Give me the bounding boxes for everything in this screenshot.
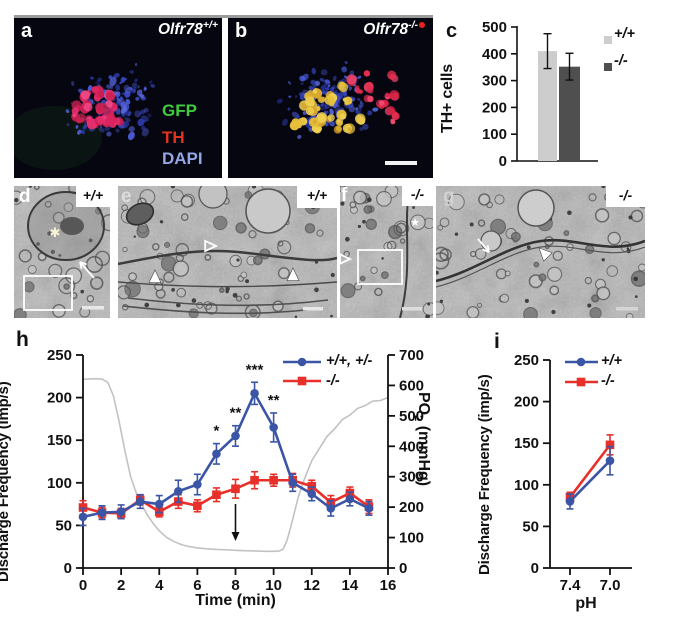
panel-h-x-axis-label: Time (min) bbox=[195, 592, 276, 609]
svg-text:0: 0 bbox=[499, 153, 507, 170]
svg-text:250: 250 bbox=[514, 352, 539, 369]
svg-text:6: 6 bbox=[193, 577, 201, 594]
channel-label-dapi: DAPI bbox=[162, 149, 203, 168]
svg-text:300: 300 bbox=[482, 73, 507, 90]
svg-text:500: 500 bbox=[399, 408, 424, 425]
svg-text:250: 250 bbox=[47, 347, 72, 364]
svg-text:400: 400 bbox=[399, 438, 424, 455]
svg-text:150: 150 bbox=[47, 432, 72, 449]
svg-text:100: 100 bbox=[399, 530, 424, 547]
svg-text:7.0: 7.0 bbox=[600, 577, 621, 594]
svg-text:2: 2 bbox=[117, 577, 125, 594]
panel-c-y-axis-label: TH+ cells bbox=[439, 64, 456, 133]
panel-e-em-image bbox=[118, 186, 337, 318]
panel-h-legend-ko: -/- bbox=[326, 373, 340, 389]
panel-f-genotype: -/- bbox=[410, 186, 425, 202]
gene-name: Olfr78 bbox=[158, 21, 203, 39]
svg-text:300: 300 bbox=[399, 469, 424, 486]
panel-h-legend-wt: +/+, +/- bbox=[326, 353, 373, 369]
svg-text:100: 100 bbox=[514, 477, 539, 494]
svg-text:**: ** bbox=[230, 405, 242, 422]
channel-label-th: TH bbox=[162, 128, 185, 147]
panel-a-fluorescence-image bbox=[14, 18, 222, 178]
svg-text:200: 200 bbox=[399, 499, 424, 516]
svg-text:0: 0 bbox=[531, 560, 539, 577]
panel-i-y-axis-label: Discharge Frequency (imp/s) bbox=[476, 374, 493, 576]
panel-e-letter: e bbox=[121, 186, 132, 207]
svg-text:14: 14 bbox=[342, 577, 359, 594]
svg-text:100: 100 bbox=[482, 126, 507, 143]
svg-text:50: 50 bbox=[522, 518, 539, 535]
svg-text:8: 8 bbox=[231, 577, 239, 594]
panel-i-legend-wt: +/+ bbox=[601, 353, 622, 369]
panel-a-genotype-title: Olfr78+/+ bbox=[110, 19, 218, 39]
svg-text:0: 0 bbox=[399, 560, 407, 577]
svg-text:4: 4 bbox=[155, 577, 164, 594]
genotype-superscript: +/+ bbox=[202, 19, 218, 31]
svg-text:150: 150 bbox=[514, 435, 539, 452]
panel-f-em-image: ★ bbox=[340, 186, 433, 318]
svg-text:16: 16 bbox=[380, 577, 397, 594]
panel-c-legend-ko: -/- bbox=[614, 53, 628, 69]
panel-b-genotype-title: Olfr78-/- bbox=[290, 19, 425, 39]
svg-text:0: 0 bbox=[79, 577, 87, 594]
panel-c-letter: c bbox=[446, 20, 458, 42]
svg-text:600: 600 bbox=[399, 377, 424, 394]
svg-text:0: 0 bbox=[64, 560, 72, 577]
svg-text:50: 50 bbox=[55, 517, 72, 534]
svg-text:200: 200 bbox=[514, 394, 539, 411]
channel-label-gfp: GFP bbox=[162, 101, 197, 120]
svg-text:400: 400 bbox=[482, 46, 507, 63]
svg-text:500: 500 bbox=[482, 19, 507, 36]
svg-text:100: 100 bbox=[47, 475, 72, 492]
svg-text:**: ** bbox=[268, 392, 280, 409]
svg-text:12: 12 bbox=[303, 577, 320, 594]
panel-h-line-chart: 0 50 100 150 200 250 0 100 200 300 400 500 600 700 0 2 4… bbox=[47, 347, 424, 594]
panel-i-letter: i bbox=[494, 330, 500, 353]
panel-e-genotype: +/+ bbox=[306, 187, 328, 203]
panel-a-letter: a bbox=[21, 20, 33, 42]
genotype-superscript: -/- bbox=[408, 19, 418, 31]
panel-i-legend-ko: -/- bbox=[601, 373, 615, 389]
panel-c-legend-wt: +/+ bbox=[614, 26, 635, 42]
svg-text:10: 10 bbox=[265, 577, 282, 594]
panel-b-letter: b bbox=[235, 20, 248, 42]
panel-g-genotype: -/- bbox=[618, 187, 633, 203]
po2-label-pre: PO bbox=[415, 392, 432, 416]
panel-g-em-image bbox=[436, 186, 645, 318]
gene-name: Olfr78 bbox=[363, 21, 409, 39]
svg-text:★: ★ bbox=[410, 217, 420, 229]
panel-g-letter: g bbox=[443, 186, 455, 207]
svg-text:700: 700 bbox=[399, 347, 424, 364]
panel-h-left-axis-label: Discharge Frequency (imp/s) bbox=[0, 381, 12, 583]
svg-text:200: 200 bbox=[47, 390, 72, 407]
svg-text:*: * bbox=[214, 423, 220, 440]
panel-top-border bbox=[14, 15, 433, 18]
panel-d-letter: d bbox=[19, 186, 31, 207]
svg-text:7.4: 7.4 bbox=[560, 577, 582, 594]
panel-b-fluorescence-image bbox=[228, 18, 433, 178]
panel-f-letter: f bbox=[341, 185, 348, 206]
panel-d-genotype: +/+ bbox=[82, 187, 104, 203]
panel-h-right-axis-label: PO2 (mmHg) bbox=[412, 392, 433, 487]
panel-i-line-chart: 0 50 100 150 200 250 7.4 7.0 bbox=[514, 352, 632, 594]
svg-text:***: *** bbox=[246, 361, 264, 378]
svg-text:200: 200 bbox=[482, 99, 507, 116]
svg-text:✱: ✱ bbox=[50, 225, 61, 240]
po2-label-post: (mmHg) bbox=[415, 421, 432, 487]
panel-c-bar-chart: 0 100 200 300 400 500 bbox=[482, 19, 612, 170]
panel-i-x-axis-label: pH bbox=[575, 595, 597, 612]
panel-h-letter: h bbox=[16, 328, 29, 351]
red-dot-icon bbox=[419, 22, 425, 28]
panel-d-em-image: ✱ bbox=[14, 186, 110, 318]
